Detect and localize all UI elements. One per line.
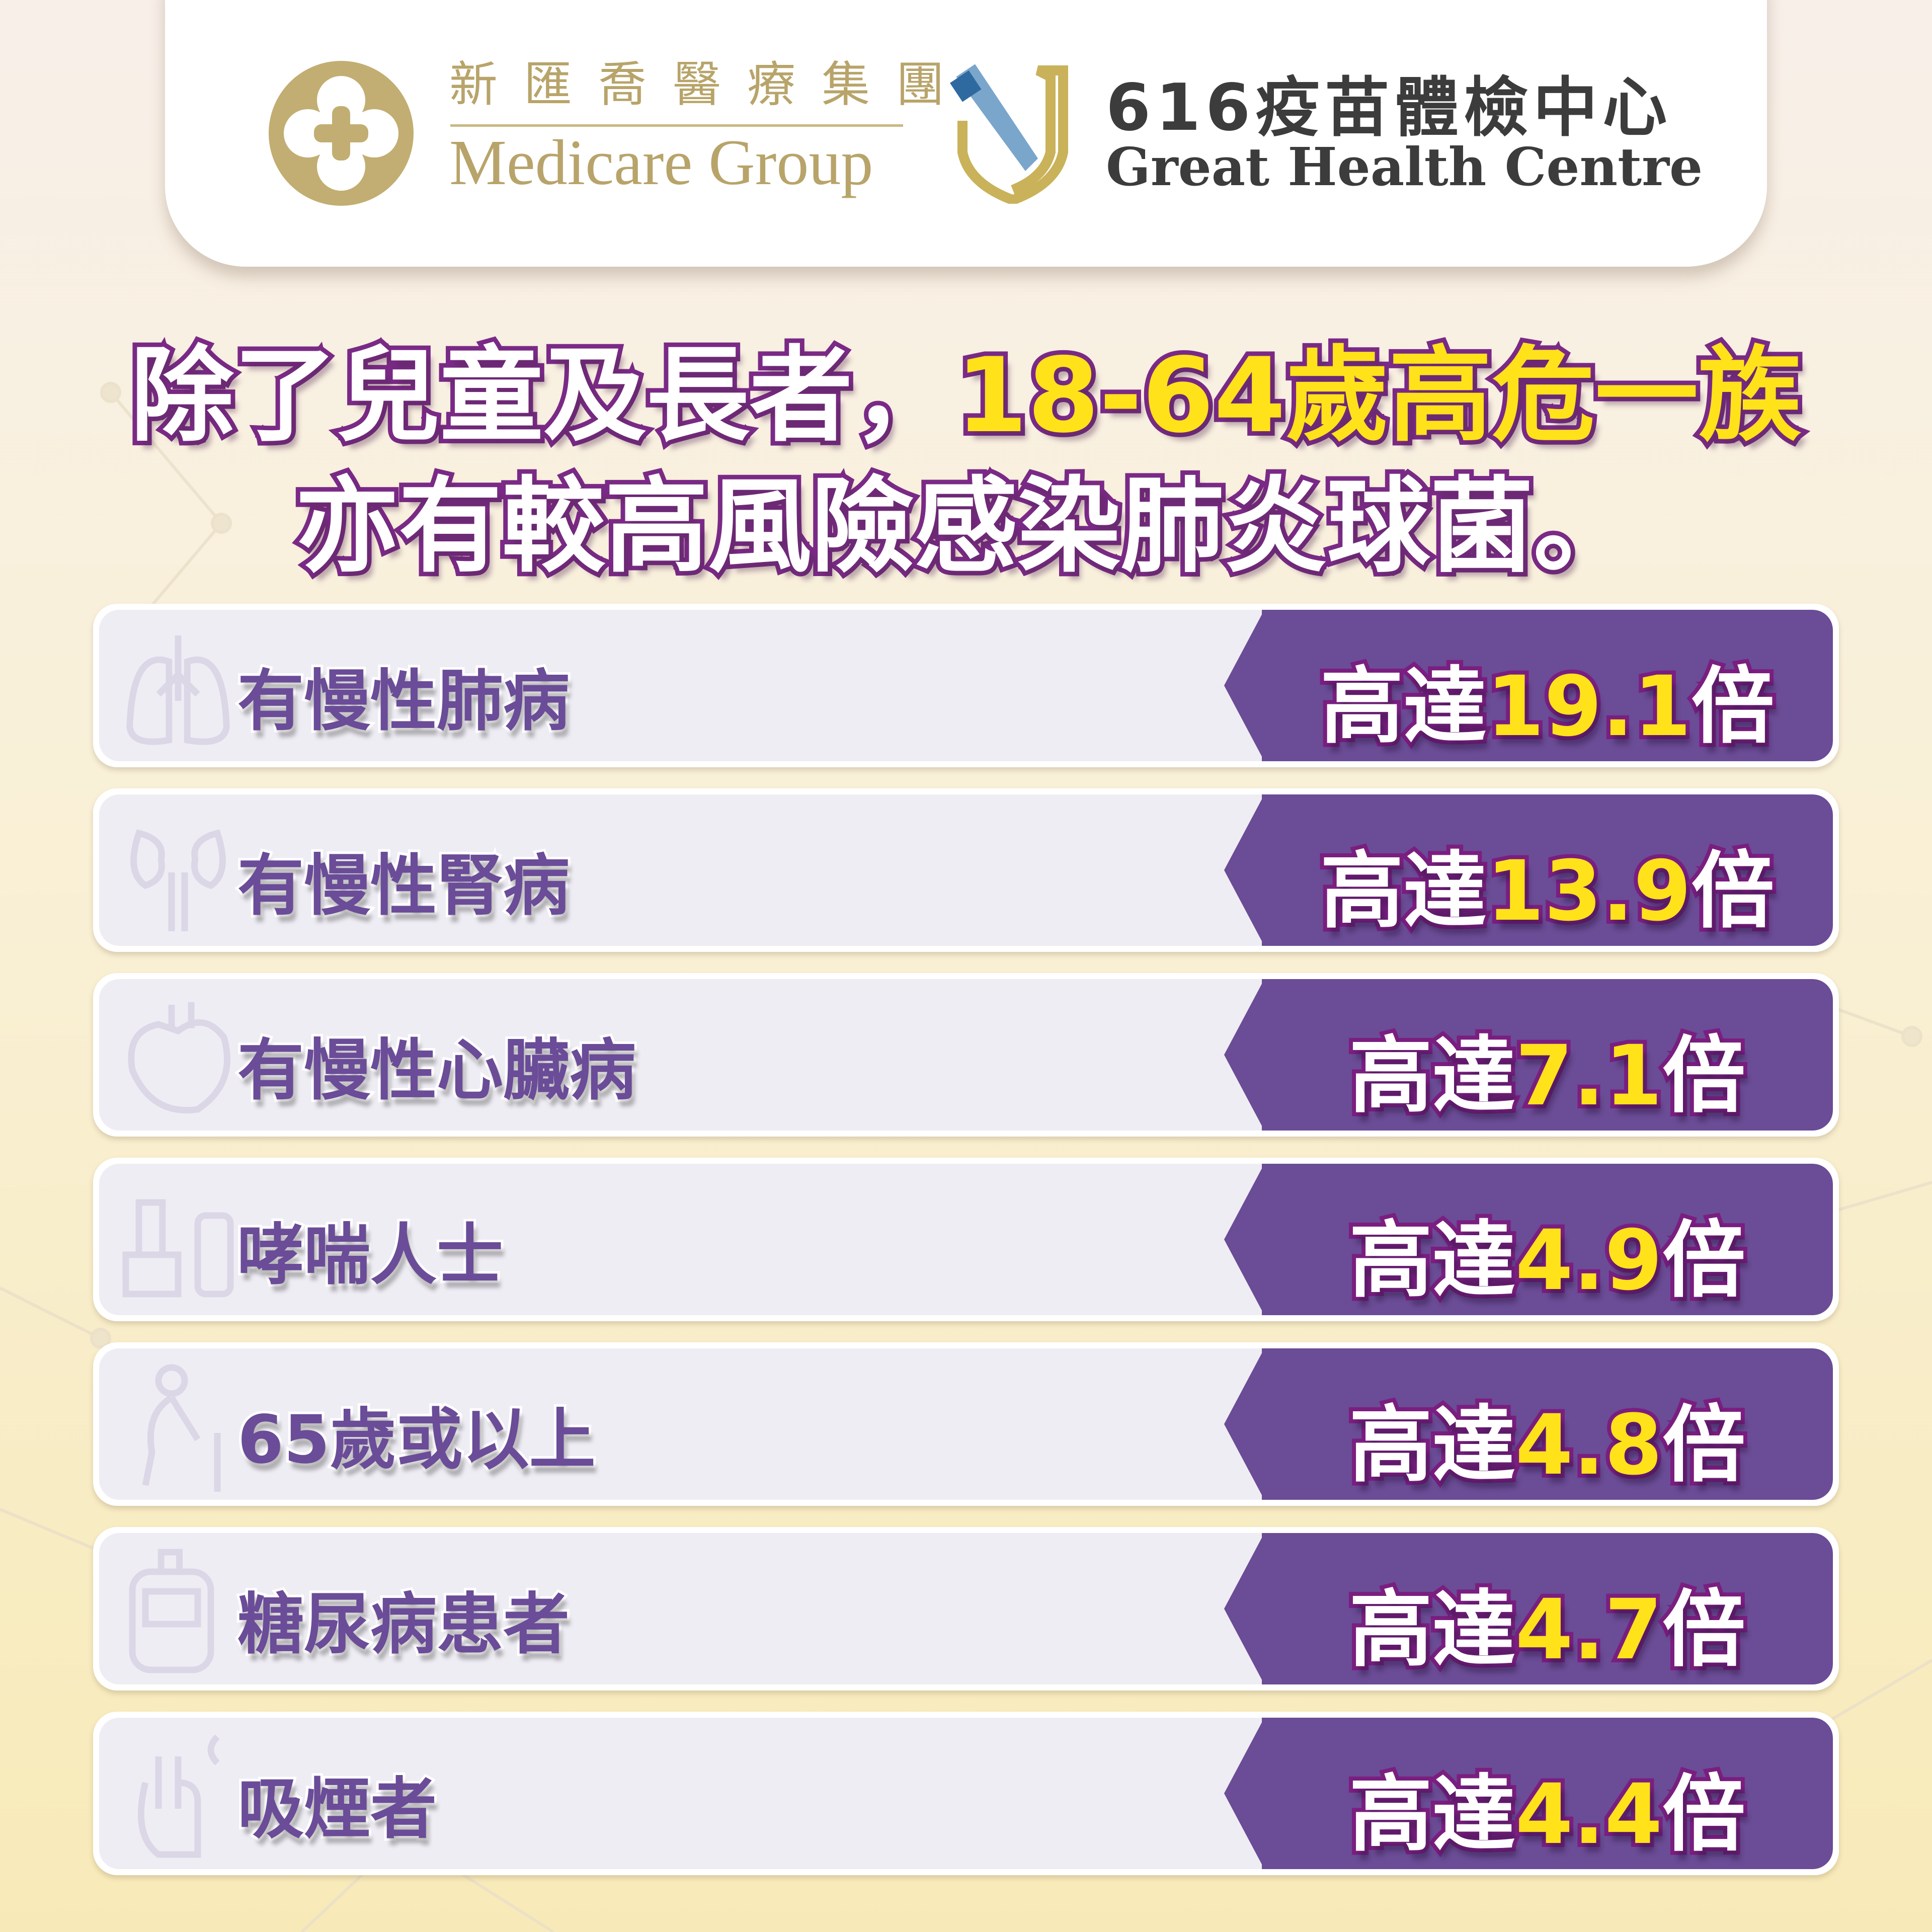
kidney-icon bbox=[130, 829, 226, 931]
multiplier-value: 4.9 bbox=[1511, 1208, 1666, 1313]
risk-multiplier-text: 高達4.8倍 bbox=[1262, 1378, 1833, 1498]
row-panel: 有慢性肺病 高達19.1倍 bbox=[99, 610, 1833, 761]
risk-row: 哮喘人士 高達4.9倍 bbox=[93, 1158, 1839, 1321]
risk-row: 吸煙者 高達4.4倍 bbox=[93, 1712, 1839, 1875]
multiplier-value: 4.8 bbox=[1511, 1393, 1666, 1497]
glucose-meter-icon bbox=[129, 1549, 214, 1673]
risk-row: 有慢性心臟病 高達7.1倍 bbox=[93, 973, 1839, 1137]
suffix: 倍 bbox=[1658, 1577, 1749, 1682]
suffix: 倍 bbox=[1687, 839, 1779, 943]
risk-multiplier-badge: 高達7.1倍 bbox=[1224, 979, 1833, 1131]
lungs-icon bbox=[126, 635, 230, 745]
multiplier-value: 7.1 bbox=[1511, 1023, 1666, 1128]
risk-group-label: 哮喘人士 bbox=[235, 1214, 506, 1297]
risk-group-label: 吸煙者 bbox=[235, 1768, 439, 1850]
multiplier-value: 13.9 bbox=[1482, 839, 1695, 943]
risk-group-label: 糖尿病患者 bbox=[235, 1583, 572, 1666]
badge-arrow bbox=[1224, 1348, 1264, 1500]
suffix: 倍 bbox=[1658, 1023, 1749, 1128]
risk-multiplier-text: 高達7.1倍 bbox=[1262, 1008, 1833, 1129]
risk-multiplier-badge: 高達19.1倍 bbox=[1224, 610, 1833, 761]
risk-row: 有慢性腎病 高達13.9倍 bbox=[93, 788, 1839, 952]
risk-multiplier-badge: 高達4.9倍 bbox=[1224, 1164, 1833, 1315]
risk-multiplier-text: 高達4.7倍 bbox=[1262, 1562, 1833, 1682]
row-panel: 糖尿病患者 高達4.7倍 bbox=[99, 1533, 1833, 1684]
risk-row: 有慢性肺病 高達19.1倍 bbox=[93, 604, 1839, 767]
headline-line-2: 亦有較高風險感染肺炎球菌。 bbox=[291, 462, 1641, 591]
headline-line-1: 除了兒童及長者，18-64歲高危一族 bbox=[0, 312, 1932, 461]
suffix: 倍 bbox=[1658, 1393, 1749, 1497]
risk-group-label: 有慢性肺病 bbox=[235, 660, 572, 743]
risk-multiplier-text: 高達4.4倍 bbox=[1262, 1747, 1833, 1867]
risk-multiplier-badge: 高達4.4倍 bbox=[1224, 1718, 1833, 1869]
suffix: 倍 bbox=[1658, 1762, 1749, 1867]
risk-multiplier-badge: 高達13.9倍 bbox=[1224, 794, 1833, 946]
prefix: 高達 bbox=[1345, 1208, 1519, 1313]
inhaler-icon bbox=[122, 1199, 234, 1298]
risk-multiplier-text: 高達19.1倍 bbox=[1262, 639, 1833, 759]
medicare-name-en: Medicare Group bbox=[449, 127, 873, 198]
risk-row: 65歲或以上 高達4.8倍 bbox=[93, 1342, 1839, 1506]
risk-row: 糖尿病患者 高達4.7倍 bbox=[93, 1527, 1839, 1691]
risk-multiplier-text: 高達4.9倍 bbox=[1262, 1193, 1833, 1313]
headline-part-a: 除了兒童及長者， bbox=[126, 332, 960, 460]
prefix: 高達 bbox=[1345, 1023, 1519, 1128]
elderly-icon bbox=[142, 1364, 221, 1492]
prefix: 高達 bbox=[1316, 839, 1490, 943]
great-health-shield-logo bbox=[950, 64, 1068, 204]
prefix: 高達 bbox=[1345, 1393, 1519, 1497]
risk-group-label: 有慢性心臟病 bbox=[235, 1029, 638, 1112]
multiplier-value: 4.4 bbox=[1511, 1762, 1666, 1867]
row-panel: 哮喘人士 高達4.9倍 bbox=[99, 1164, 1833, 1315]
prefix: 高達 bbox=[1345, 1762, 1519, 1867]
badge-arrow bbox=[1224, 1533, 1264, 1684]
great-health-name-zh: 616疫苗體檢中心 bbox=[1106, 70, 1672, 145]
medicare-group-logo bbox=[269, 61, 414, 206]
risk-group-label: 65歲或以上 bbox=[235, 1399, 598, 1481]
badge-arrow bbox=[1224, 794, 1264, 946]
risk-group-label: 有慢性腎病 bbox=[235, 845, 572, 927]
risk-multiplier-badge: 高達4.8倍 bbox=[1224, 1348, 1833, 1500]
badge-arrow bbox=[1224, 1718, 1264, 1869]
prefix: 高達 bbox=[1316, 654, 1490, 759]
prefix: 高達 bbox=[1345, 1577, 1519, 1682]
row-panel: 有慢性腎病 高達13.9倍 bbox=[99, 794, 1833, 946]
headline-part-b: 18-64歲高危一族 bbox=[951, 332, 1806, 460]
header-card: 新匯喬醫療集團 Medicare Group 616疫苗體檢中心 Great H… bbox=[165, 0, 1767, 267]
suffix: 倍 bbox=[1687, 654, 1779, 759]
row-panel: 吸煙者 高達4.4倍 bbox=[99, 1718, 1833, 1869]
risk-multiplier-text: 高達13.9倍 bbox=[1262, 824, 1833, 944]
great-health-name-en: Great Health Centre bbox=[1106, 136, 1703, 198]
cigarette-icon bbox=[137, 1734, 220, 1858]
multiplier-value: 19.1 bbox=[1482, 654, 1695, 759]
medicare-name-zh: 新匯喬醫療集團 bbox=[449, 56, 971, 113]
heart-icon bbox=[128, 1002, 230, 1114]
row-panel: 有慢性心臟病 高達7.1倍 bbox=[99, 979, 1833, 1131]
badge-arrow bbox=[1224, 610, 1264, 761]
badge-arrow bbox=[1224, 1164, 1264, 1315]
suffix: 倍 bbox=[1658, 1208, 1749, 1313]
badge-arrow bbox=[1224, 979, 1264, 1131]
row-panel: 65歲或以上 高達4.8倍 bbox=[99, 1348, 1833, 1500]
risk-multiplier-badge: 高達4.7倍 bbox=[1224, 1533, 1833, 1684]
divider bbox=[450, 124, 903, 127]
multiplier-value: 4.7 bbox=[1511, 1577, 1666, 1682]
